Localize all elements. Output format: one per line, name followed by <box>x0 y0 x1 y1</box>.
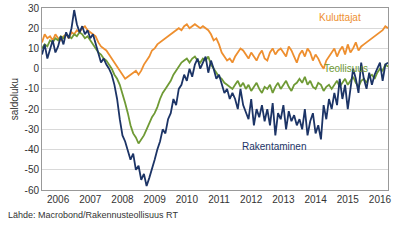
svg-text:2014: 2014 <box>304 194 327 205</box>
svg-text:0: 0 <box>33 63 39 74</box>
svg-text:-40: -40 <box>25 144 40 155</box>
svg-text:2012: 2012 <box>240 194 263 205</box>
svg-text:2011: 2011 <box>208 194 230 205</box>
svg-text:-10: -10 <box>25 83 40 94</box>
svg-text:2015: 2015 <box>337 194 360 205</box>
svg-text:2009: 2009 <box>144 194 167 205</box>
svg-text:Teollisuus: Teollisuus <box>324 63 368 74</box>
svg-text:30: 30 <box>28 3 40 14</box>
svg-text:2013: 2013 <box>272 194 295 205</box>
svg-text:-50: -50 <box>25 164 40 175</box>
svg-text:10: 10 <box>28 43 40 54</box>
svg-text:-20: -20 <box>25 104 40 115</box>
svg-text:2016: 2016 <box>369 194 392 205</box>
svg-text:-30: -30 <box>25 124 40 135</box>
svg-text:2010: 2010 <box>176 194 199 205</box>
svg-text:20: 20 <box>28 23 40 34</box>
svg-text:Rakentaminen: Rakentaminen <box>242 141 306 152</box>
svg-text:2008: 2008 <box>111 194 134 205</box>
svg-text:2006: 2006 <box>47 194 70 205</box>
svg-text:Lähde: Macrobond/Rakennusteoll: Lähde: Macrobond/Rakennusteollisuus RT <box>8 210 178 220</box>
svg-text:Kuluttajat: Kuluttajat <box>319 12 361 23</box>
svg-text:saldoluku: saldoluku <box>9 78 20 120</box>
svg-text:2007: 2007 <box>79 194 102 205</box>
svg-text:-60: -60 <box>25 185 40 196</box>
